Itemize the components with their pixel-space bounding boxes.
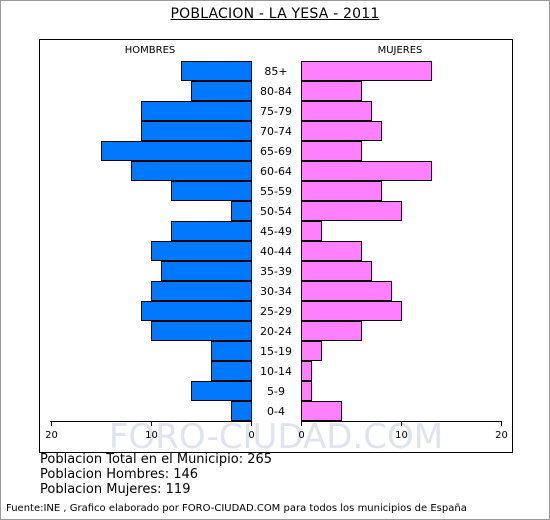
bar-mujeres-45-49 bbox=[301, 221, 322, 241]
bar-mujeres-85+ bbox=[301, 61, 432, 81]
age-label-20-24: 20-24 bbox=[260, 325, 292, 338]
age-label-25-29: 25-29 bbox=[260, 305, 292, 318]
bar-mujeres-10-14 bbox=[301, 361, 312, 381]
bar-hombres-85+ bbox=[181, 61, 252, 81]
bar-hombres-5-9 bbox=[191, 381, 252, 401]
age-label-10-14: 10-14 bbox=[260, 365, 292, 378]
bar-hombres-45-49 bbox=[171, 221, 252, 241]
bar-hombres-30-34 bbox=[151, 281, 252, 301]
bar-hombres-40-44 bbox=[151, 241, 252, 261]
age-label-45-49: 45-49 bbox=[260, 225, 292, 238]
bar-hombres-75-79 bbox=[141, 101, 252, 121]
bar-mujeres-60-64 bbox=[301, 161, 432, 181]
bar-mujeres-15-19 bbox=[301, 341, 322, 361]
bar-mujeres-75-79 bbox=[301, 101, 372, 121]
age-label-70-74: 70-74 bbox=[260, 125, 292, 138]
watermark: FORO-CIUDAD.COM bbox=[109, 417, 443, 452]
bar-hombres-60-64 bbox=[131, 161, 252, 181]
bar-hombres-70-74 bbox=[141, 121, 252, 141]
bar-hombres-55-59 bbox=[171, 181, 252, 201]
age-label-50-54: 50-54 bbox=[260, 205, 292, 218]
bar-hombres-80-84 bbox=[191, 81, 252, 101]
age-label-80-84: 80-84 bbox=[260, 85, 292, 98]
tick-label-hombres-10: 10 bbox=[145, 430, 158, 441]
bar-hombres-50-54 bbox=[231, 201, 252, 221]
summary: Poblacion Total en el Municipio: 265 Pob… bbox=[40, 452, 272, 497]
age-label-65-69: 65-69 bbox=[260, 145, 292, 158]
bar-hombres-0-4 bbox=[231, 401, 252, 421]
bar-hombres-20-24 bbox=[151, 321, 252, 341]
age-label-40-44: 40-44 bbox=[260, 245, 292, 258]
bar-mujeres-40-44 bbox=[301, 241, 362, 261]
bar-mujeres-50-54 bbox=[301, 201, 402, 221]
bar-mujeres-30-34 bbox=[301, 281, 392, 301]
age-label-85+: 85+ bbox=[264, 65, 287, 78]
bar-mujeres-80-84 bbox=[301, 81, 362, 101]
age-label-30-34: 30-34 bbox=[260, 285, 292, 298]
bar-mujeres-25-29 bbox=[301, 301, 402, 321]
age-label-75-79: 75-79 bbox=[260, 105, 292, 118]
tick-label-mujeres-0: 0 bbox=[298, 430, 304, 441]
bar-mujeres-65-69 bbox=[301, 141, 362, 161]
bar-mujeres-35-39 bbox=[301, 261, 372, 281]
age-label-55-59: 55-59 bbox=[260, 185, 292, 198]
age-label-5-9: 5-9 bbox=[267, 385, 285, 398]
tick-label-hombres-0: 0 bbox=[248, 430, 254, 441]
chart-title: POBLACION - LA YESA - 2011 bbox=[170, 6, 380, 22]
bar-hombres-25-29 bbox=[141, 301, 252, 321]
bar-mujeres-70-74 bbox=[301, 121, 382, 141]
tick-label-hombres-20: 20 bbox=[45, 430, 58, 441]
label-hombres: HOMBRES bbox=[125, 45, 176, 56]
bar-hombres-65-69 bbox=[101, 141, 252, 161]
summary-hombres: Poblacion Hombres: 146 bbox=[40, 467, 199, 482]
age-label-15-19: 15-19 bbox=[260, 345, 292, 358]
tick-label-mujeres-20: 20 bbox=[495, 430, 508, 441]
chart-area: FORO-CIUDAD.COM HOMBRES MUJERES 85+ 80-84 75-… bbox=[39, 39, 513, 453]
bar-hombres-10-14 bbox=[211, 361, 252, 381]
age-label-0-4: 0-4 bbox=[267, 405, 285, 418]
summary-total: Poblacion Total en el Municipio: 265 bbox=[40, 452, 273, 467]
source-footer: Fuente:INE , Grafico elaborado por FORO-… bbox=[6, 503, 467, 514]
age-label-35-39: 35-39 bbox=[260, 265, 292, 278]
bar-mujeres-5-9 bbox=[301, 381, 312, 401]
bar-hombres-35-39 bbox=[161, 261, 252, 281]
tick-label-mujeres-10: 10 bbox=[395, 430, 408, 441]
bar-hombres-15-19 bbox=[211, 341, 252, 361]
label-mujeres: MUJERES bbox=[378, 45, 423, 56]
bar-mujeres-55-59 bbox=[301, 181, 382, 201]
age-label-60-64: 60-64 bbox=[260, 165, 292, 178]
bar-mujeres-20-24 bbox=[301, 321, 362, 341]
population-pyramid: FORO-CIUDAD.COM HOMBRES MUJERES 85+ 80-84 75-… bbox=[45, 45, 508, 452]
summary-mujeres: Poblacion Mujeres: 119 bbox=[40, 482, 191, 497]
bar-mujeres-0-4 bbox=[301, 401, 342, 421]
